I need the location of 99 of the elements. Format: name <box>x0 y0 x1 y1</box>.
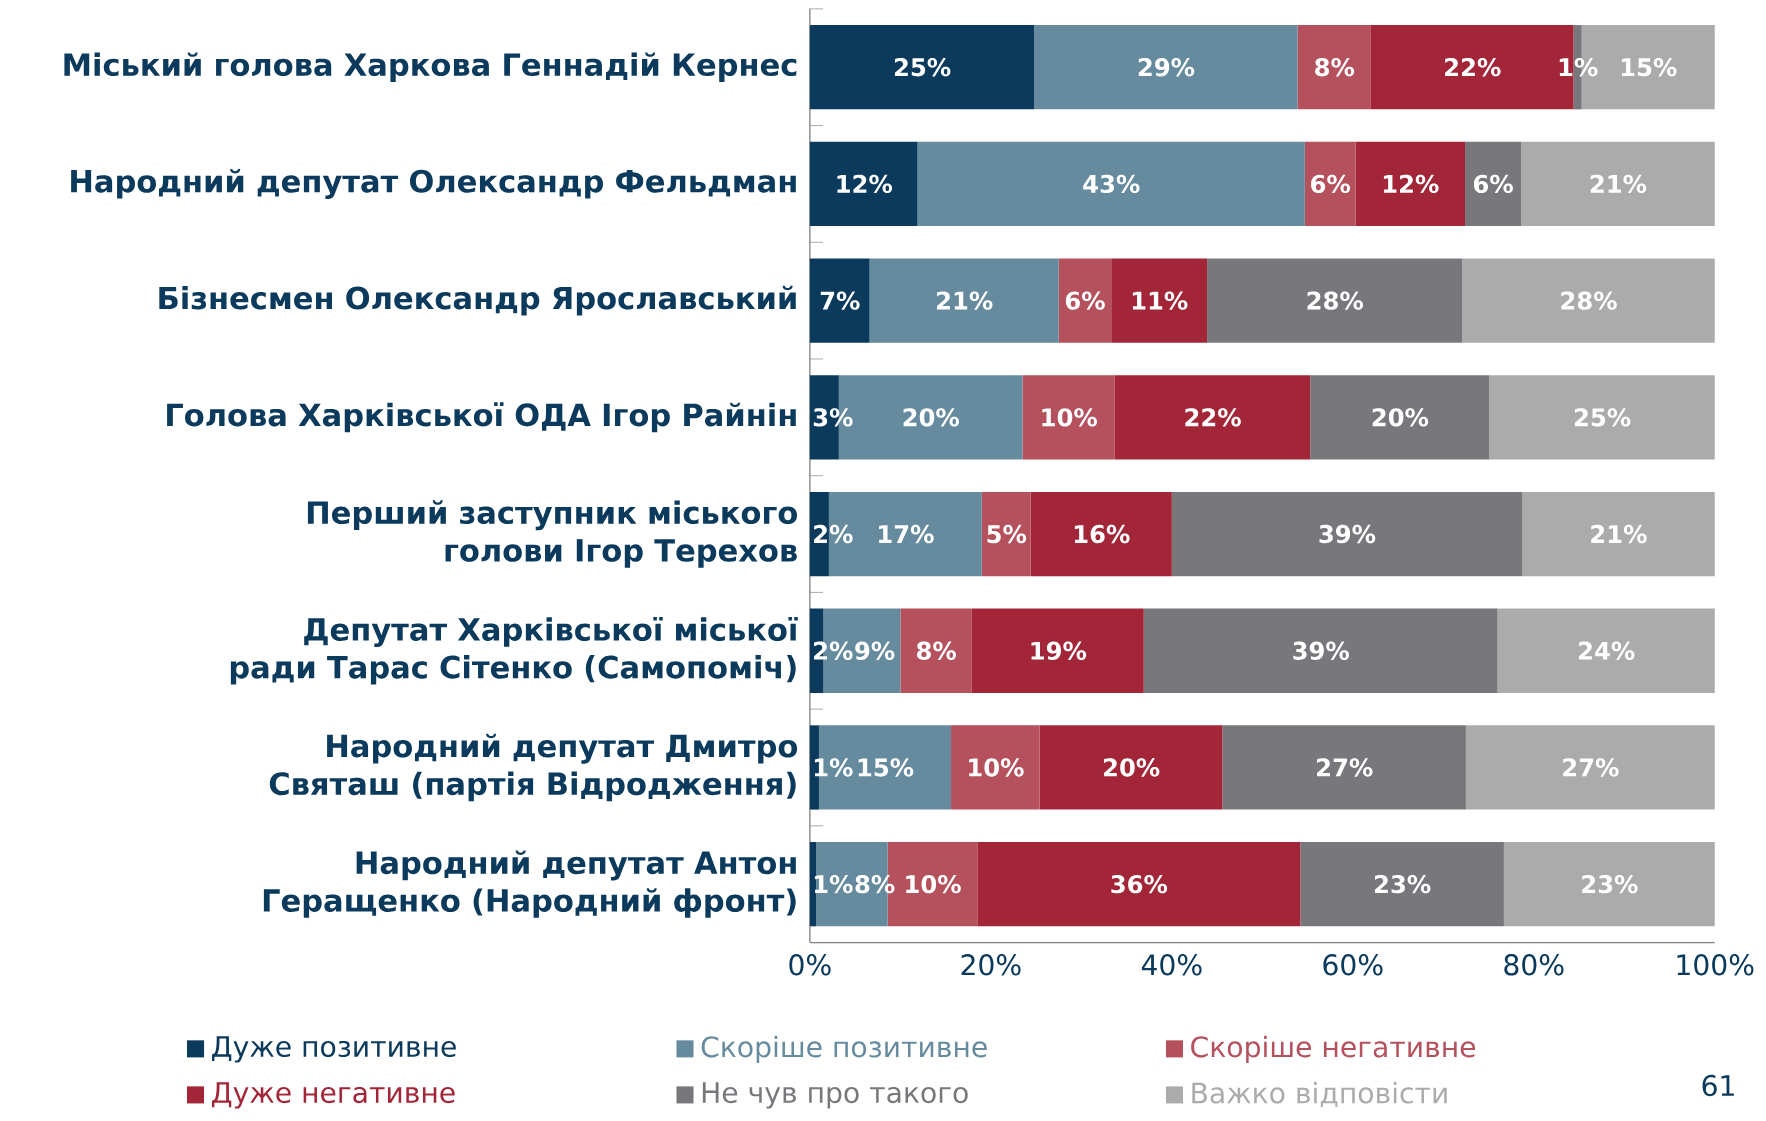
data-label: 10% <box>1042 408 1097 427</box>
data-label: 20% <box>1103 758 1160 777</box>
x-tick-label: 100% <box>1677 954 1754 976</box>
y-tick-label: Народний депутат Олександр Фельдман <box>71 168 796 199</box>
legend-label: Дуже позитивне <box>212 1036 456 1063</box>
bar <box>1039 725 1223 810</box>
legend-label: Скоріше негативне <box>1191 1035 1476 1063</box>
bar <box>1304 141 1356 226</box>
x-tick-label: 40% <box>1141 954 1202 976</box>
data-label: 7% <box>820 291 860 310</box>
bar <box>1222 725 1466 810</box>
data-label: 15% <box>1621 57 1677 77</box>
bar <box>1503 841 1715 927</box>
bar <box>1022 375 1115 460</box>
x-tick-label: 0% <box>789 954 831 976</box>
bar <box>1114 375 1311 460</box>
data-label: 5% <box>987 524 1027 544</box>
bar <box>1058 258 1112 343</box>
data-label: 3% <box>813 408 853 427</box>
text: 61 <box>1702 1074 1734 1097</box>
bar <box>1034 24 1298 110</box>
bar <box>1207 258 1463 343</box>
data-label: 27% <box>1563 758 1619 777</box>
data-label: 8% <box>1315 57 1355 77</box>
x-tick-label: 20% <box>961 954 1021 976</box>
x-tick-label: 60% <box>1323 954 1383 976</box>
bar <box>809 841 817 927</box>
bar <box>1497 608 1715 693</box>
bar <box>917 141 1305 226</box>
bar <box>900 608 972 693</box>
data-label: 19% <box>1031 641 1087 660</box>
bar <box>1465 141 1522 226</box>
bar <box>977 841 1301 927</box>
y-tick-label: Депутат Харківської міської ради Тарас Сітенко (Самопоміч) <box>230 616 798 685</box>
bar <box>1300 841 1504 927</box>
data-label: 24% <box>1579 641 1635 660</box>
legend-label: Скоріше позитивне <box>701 1035 987 1063</box>
data-label: 28% <box>1561 291 1617 310</box>
data-label: 21% <box>1590 174 1647 194</box>
data-label: 6% <box>1473 174 1513 194</box>
data-label: 43% <box>1083 174 1140 194</box>
bar <box>1522 491 1715 577</box>
data-label: 25% <box>894 57 951 77</box>
y-tick-label: Народний депутат Дмитро Святаш (партія Відродження) <box>269 733 798 802</box>
bar <box>809 258 870 343</box>
y-tick-label: Народний депутат Антон Геращенко (Народний фронт) <box>263 850 796 918</box>
data-label: 39% <box>1293 641 1349 660</box>
data-label: 27% <box>1317 758 1373 777</box>
y-tick-label: Бізнесмен Олександр Ярославський <box>159 285 796 316</box>
bar <box>971 608 1144 693</box>
data-label: 23% <box>1374 874 1431 894</box>
bar <box>1489 375 1715 460</box>
data-label: 28% <box>1307 291 1364 310</box>
data-label: 9% <box>855 641 895 660</box>
bar <box>1030 491 1172 577</box>
bar <box>981 491 1031 577</box>
data-label: 15% <box>858 758 914 777</box>
data-label: 22% <box>1445 57 1501 77</box>
legend-label: Не чув про такого <box>702 1082 968 1109</box>
bar <box>1297 24 1371 110</box>
y-tick-label: Голова Харківської ОДА Ігор Райнін <box>167 402 796 433</box>
data-label: 20% <box>903 408 959 427</box>
data-label: 16% <box>1074 524 1130 544</box>
data-label: 12% <box>837 174 893 194</box>
data-label: 23% <box>1582 874 1638 894</box>
data-label: 25% <box>1574 408 1631 427</box>
data-label: 10% <box>906 874 961 894</box>
data-label: 21% <box>1591 524 1647 544</box>
legend-label: Дуже негативне <box>212 1082 455 1109</box>
data-label: 22% <box>1185 408 1241 427</box>
bar <box>869 258 1059 343</box>
y-tick-label: Перший заступник міського голови Ігор Терехов <box>307 500 798 568</box>
bar <box>809 141 918 226</box>
bar <box>1521 141 1715 226</box>
data-label: 36% <box>1111 874 1168 894</box>
bar <box>1465 725 1715 810</box>
y-tick-label: Міський голова Харкова Геннадій Кернес <box>64 52 797 82</box>
bar <box>1310 375 1490 460</box>
data-label: 20% <box>1372 408 1429 427</box>
bar <box>1171 491 1522 577</box>
data-label: 29% <box>1138 57 1195 77</box>
data-label: 21% <box>937 291 993 310</box>
data-label: 39% <box>1319 524 1376 544</box>
data-label: 6% <box>1065 291 1105 310</box>
bar <box>951 725 1040 810</box>
data-label: 10% <box>969 758 1024 777</box>
bar <box>1462 258 1715 343</box>
bar <box>1355 141 1465 226</box>
data-label: 12% <box>1383 174 1439 194</box>
bar <box>1111 258 1208 343</box>
data-label: 8% <box>855 874 895 894</box>
data-label: 6% <box>1311 174 1351 194</box>
data-label: 8% <box>917 641 956 660</box>
bar <box>809 24 1035 110</box>
data-label: 11% <box>1132 291 1188 310</box>
legend-label: Важко відповісти <box>1192 1081 1447 1107</box>
x-tick-label: 80% <box>1504 954 1564 976</box>
data-label: 17% <box>879 524 934 544</box>
bar <box>1143 608 1498 693</box>
